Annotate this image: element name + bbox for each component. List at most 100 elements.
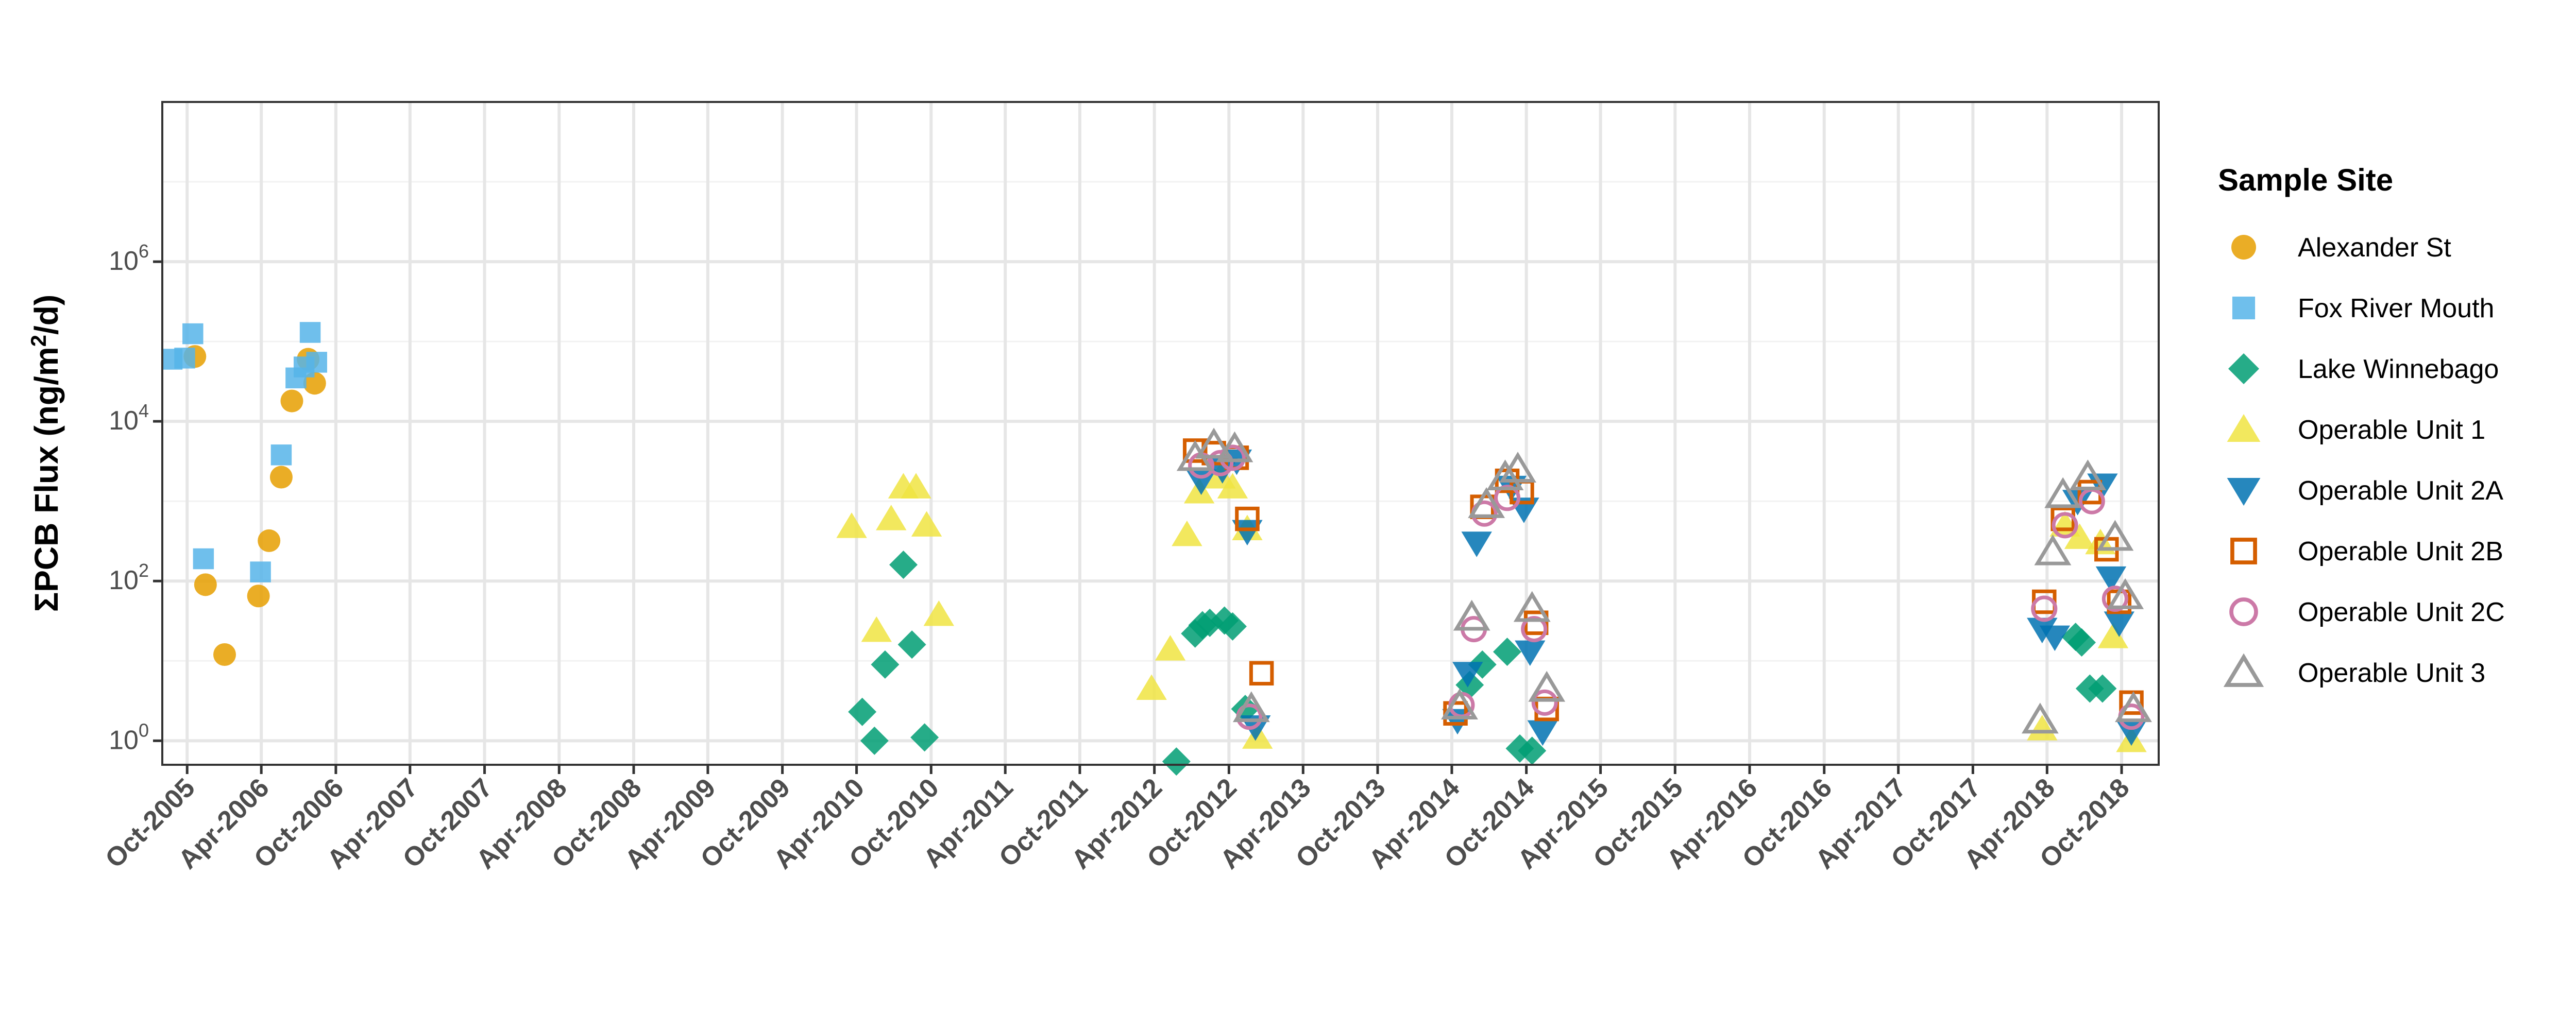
plot-panel [162, 102, 2159, 765]
legend-label: Operable Unit 1 [2298, 415, 2485, 445]
data-points [161, 322, 2152, 776]
legend-label: Lake Winnebago [2298, 354, 2499, 384]
point-triangle-down-filled [1515, 640, 1546, 666]
point-triangle-up-open [1216, 431, 1253, 462]
point-diamond-filled [897, 630, 926, 659]
point-triangle-down-filled [1527, 720, 1558, 746]
point-square-filled [193, 548, 214, 570]
point-circle-filled [247, 585, 270, 608]
point-triangle-up-filled [1217, 473, 1248, 499]
point-triangle-up-filled [861, 616, 892, 642]
legend-key [2227, 414, 2261, 442]
point-circle-open [1494, 485, 1521, 511]
point-diamond-filled [2067, 628, 2096, 657]
point-diamond-filled [1518, 736, 1547, 765]
point-triangle-up-filled [1155, 635, 1186, 661]
legend-label: Operable Unit 2A [2298, 476, 2503, 506]
point-triangle-up-filled [2064, 523, 2095, 549]
point-circle-filled [269, 466, 293, 489]
point-triangle-down-filled [2027, 617, 2058, 644]
point-triangle-up-open [2021, 702, 2059, 734]
plot-background [162, 102, 2159, 765]
point-triangle-up-open [1499, 452, 1536, 483]
point-triangle-up-open [1453, 599, 1490, 631]
point-triangle-up-open [1528, 671, 1566, 702]
point-triangle-up-open [2044, 477, 2082, 508]
point-triangle-up-open [2096, 520, 2134, 551]
point-triangle-up-filled [1172, 520, 1202, 546]
legend-key [2232, 296, 2256, 320]
point-circle-filled [194, 573, 217, 596]
point-square-open [1249, 661, 1274, 686]
point-triangle-down-filled [1232, 520, 1263, 546]
point-diamond-filled [1218, 612, 1247, 641]
point-triangle-up-filled [901, 473, 931, 499]
point-triangle-up-open [1195, 427, 1233, 459]
legend-label: Operable Unit 3 [2298, 658, 2485, 688]
legend-item: Operable Unit 3 [2223, 653, 2485, 688]
point-circle-open [2052, 512, 2078, 539]
point-circle-filled [258, 529, 281, 552]
plot-frame [161, 101, 2160, 766]
legend-item: Operable Unit 2B [2230, 537, 2503, 566]
y-tick-label: 104 [109, 400, 149, 436]
point-triangle-down-filled [2039, 625, 2071, 651]
y-axis-label: ΣPCB Flux (ng/m2/d) [26, 295, 65, 612]
point-triangle-up-filled [876, 505, 907, 530]
legend-item: Lake Winnebago [2228, 353, 2499, 384]
point-triangle-up-filled [2027, 715, 2058, 741]
plot-border [161, 101, 2160, 766]
point-diamond-filled [1493, 638, 1521, 666]
legend-key [2223, 653, 2264, 687]
point-square-filled [250, 561, 271, 582]
point-triangle-down-filled [1461, 531, 1492, 557]
y-tick-label: 106 [109, 241, 149, 276]
point-diamond-filled [860, 726, 889, 755]
point-square-filled [174, 348, 195, 369]
y-axis: 100 102 104 106 [109, 241, 162, 755]
legend-item: Fox River Mouth [2232, 294, 2494, 323]
legend-key [2227, 478, 2261, 506]
point-triangle-up-filled [836, 512, 867, 538]
point-diamond-filled [910, 723, 939, 752]
legend-label: Fox River Mouth [2298, 294, 2494, 323]
point-triangle-up-open [1513, 591, 1551, 622]
legend-key [2229, 597, 2258, 626]
legend-item: Operable Unit 2C [2229, 597, 2505, 627]
point-square-open [1235, 506, 1260, 531]
point-triangle-up-open [1486, 459, 1524, 491]
point-diamond-filled [1162, 747, 1191, 776]
legend-label: Operable Unit 2C [2298, 597, 2505, 627]
series-fox-river-mouth [161, 322, 327, 582]
point-circle-open [2102, 586, 2128, 612]
point-diamond-filled [871, 650, 900, 679]
point-triangle-up-open [2107, 578, 2144, 609]
point-circle-open [1207, 450, 1234, 476]
y-tick-label: 100 [109, 719, 149, 755]
point-triangle-up-open [2115, 691, 2152, 723]
series-operable-unit-3 [1176, 427, 2152, 734]
legend-item: Operable Unit 1 [2227, 414, 2485, 445]
point-triangle-up-filled [1136, 674, 1167, 700]
point-triangle-up-open [1468, 487, 1505, 518]
point-circle-open [1521, 616, 1548, 643]
point-circle-filled [213, 643, 236, 666]
point-triangle-down-filled [2104, 611, 2134, 637]
point-circle-open [2031, 595, 2058, 622]
point-circle-filled [280, 389, 303, 413]
legend-label: Alexander St [2298, 233, 2451, 263]
x-axis: Oct-2005Apr-2006Oct-2006Apr-2007Oct-2007… [99, 765, 2136, 875]
point-triangle-up-open [2069, 459, 2107, 491]
point-triangle-up-open [1441, 689, 1478, 719]
legend-key [2231, 235, 2256, 260]
point-square-filled [299, 322, 321, 343]
grid-lines [162, 102, 2159, 765]
legend-key [2230, 538, 2257, 564]
point-square-filled [270, 444, 292, 466]
legend-title: Sample Site [2218, 163, 2393, 197]
point-diamond-filled [889, 551, 918, 579]
point-triangle-up-open [1232, 691, 1270, 723]
point-triangle-up-filled [923, 600, 954, 626]
point-square-open [2119, 690, 2144, 715]
